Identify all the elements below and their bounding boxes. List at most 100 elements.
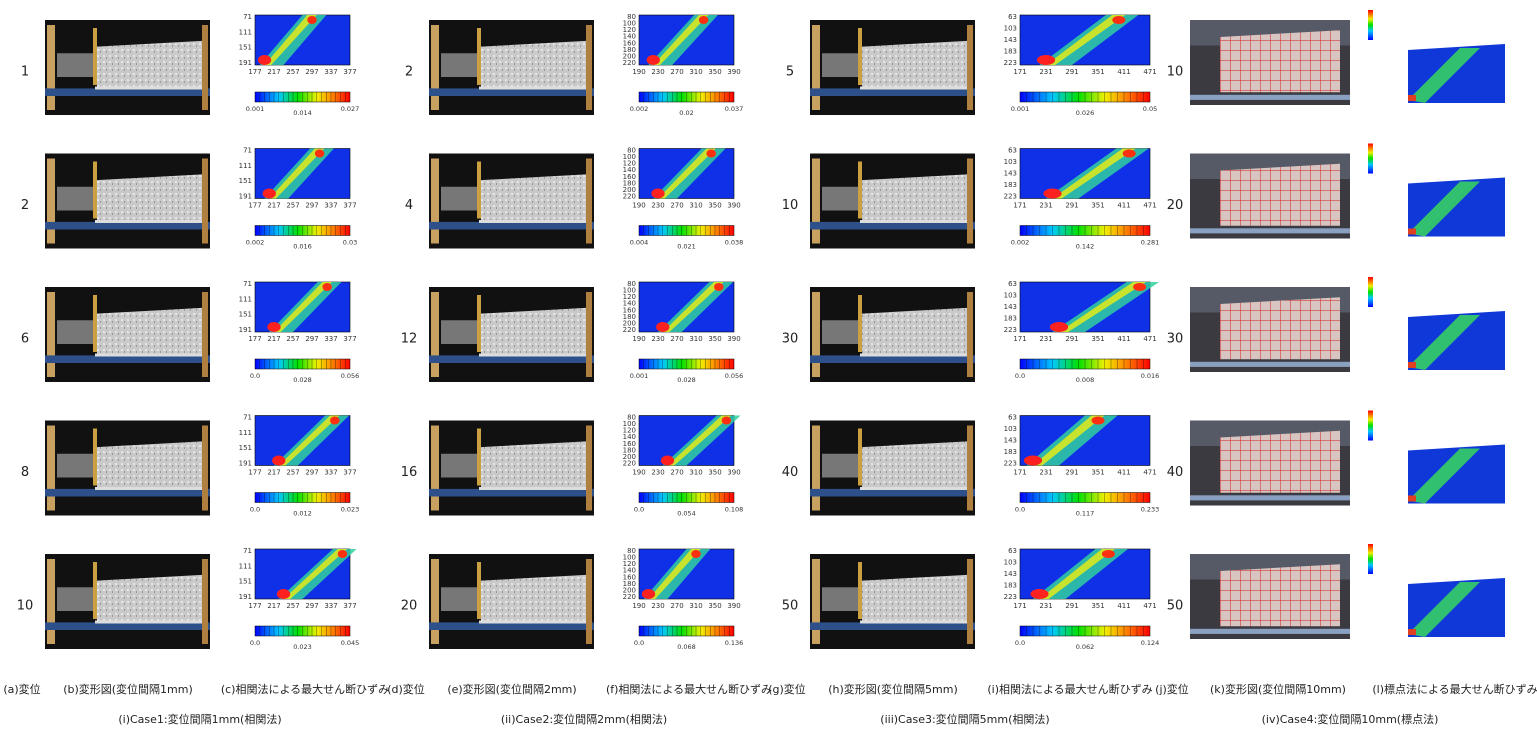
strain-map — [1408, 445, 1505, 504]
frame-right — [202, 426, 208, 511]
mechanism — [822, 187, 858, 211]
mechanism — [822, 320, 858, 344]
loading-plate — [858, 429, 862, 486]
loading-plate — [477, 429, 481, 486]
colorbar-min: 0.002 — [1011, 239, 1030, 247]
x-tick-label: 351 — [1091, 469, 1104, 477]
base-bar — [810, 355, 975, 363]
y-tick-label: 143 — [1004, 303, 1017, 311]
strain-map — [255, 149, 350, 199]
colorbar-mid: 0.026 — [1076, 109, 1095, 117]
base-bar — [45, 88, 210, 96]
x-tick-label: 411 — [1117, 469, 1130, 477]
frame-right — [586, 159, 592, 244]
x-tick-label: 390 — [727, 335, 740, 343]
specimen-photo — [45, 554, 210, 649]
y-tick-label: 220 — [623, 460, 636, 468]
mechanism — [57, 454, 93, 478]
displacement: 1 — [21, 65, 29, 80]
ruler — [479, 621, 586, 624]
y-tick-label: 111 — [239, 28, 252, 36]
y-tick-label: 63 — [1008, 147, 1017, 155]
strain-map — [1408, 578, 1505, 637]
y-tick-label: 111 — [239, 562, 252, 570]
y-tick-label: 151 — [239, 578, 252, 586]
y-tick-label: 191 — [239, 460, 252, 468]
y-tick-label: 103 — [1004, 425, 1017, 433]
ruler — [479, 220, 586, 223]
hot-spot — [1030, 589, 1048, 599]
x-tick-label: 171 — [1013, 335, 1026, 343]
soil — [481, 441, 586, 487]
x-tick-label: 217 — [267, 335, 280, 343]
hot-spot — [1102, 550, 1115, 558]
colorbar-mid: 0.008 — [1076, 376, 1095, 384]
y-tick-label: 191 — [239, 193, 252, 201]
figure: 1711111511911772172572973373770.0010.014… — [0, 0, 1537, 733]
x-tick-label: 471 — [1143, 469, 1156, 477]
y-tick-label: 223 — [1004, 59, 1017, 67]
colorbar-max: 0.023 — [341, 506, 360, 514]
hot-spot — [322, 283, 332, 291]
displacement: 10 — [1167, 65, 1184, 80]
mechanism — [441, 53, 477, 77]
legend-bar — [1368, 277, 1373, 307]
strain-map — [1020, 149, 1150, 199]
y-tick-label: 191 — [239, 593, 252, 601]
hot-spot — [651, 189, 664, 199]
x-tick-label: 337 — [324, 469, 337, 477]
colorbar-max: 0.037 — [725, 105, 744, 113]
ruler — [479, 354, 586, 357]
y-tick-label: 223 — [1004, 326, 1017, 334]
base-bar — [810, 622, 975, 630]
x-tick-label: 390 — [727, 469, 740, 477]
displacement: 40 — [782, 465, 799, 480]
strain-map — [1020, 549, 1150, 599]
colorbar-max: 0.038 — [725, 239, 744, 247]
mechanism — [441, 187, 477, 211]
x-tick-label: 377 — [343, 202, 356, 210]
frame-right — [586, 559, 592, 644]
colorbar-min: 0.0 — [250, 639, 260, 647]
x-tick-label: 217 — [267, 602, 280, 610]
frame-left — [812, 292, 820, 377]
x-tick-label: 411 — [1117, 68, 1130, 76]
soil — [862, 308, 967, 354]
displacement: 8 — [21, 465, 29, 480]
displacement: 50 — [1167, 599, 1184, 614]
colorbar-min: 0.002 — [630, 105, 649, 113]
colorbar-max: 0.108 — [725, 506, 744, 514]
displacement: 5 — [786, 65, 794, 80]
hot-spot — [1133, 283, 1146, 291]
strain-map — [639, 15, 734, 65]
colorbar-min: 0.0 — [250, 372, 260, 380]
x-tick-label: 217 — [267, 202, 280, 210]
x-tick-label: 270 — [670, 602, 683, 610]
x-tick-label: 190 — [632, 335, 645, 343]
soil — [481, 174, 586, 220]
x-tick-label: 337 — [324, 602, 337, 610]
strain-map — [639, 282, 734, 332]
base-bar — [45, 622, 210, 630]
hot-spot — [647, 55, 660, 65]
loading-plate — [93, 28, 97, 85]
frame-left — [47, 292, 55, 377]
hot-spot — [307, 16, 317, 24]
hot-spot — [330, 417, 340, 425]
scale-bar — [1190, 362, 1350, 367]
base-bar — [45, 355, 210, 363]
frame-left — [47, 25, 55, 110]
x-tick-label: 171 — [1013, 602, 1026, 610]
specimen-photo — [1190, 154, 1350, 239]
x-tick-label: 297 — [305, 68, 318, 76]
x-tick-label: 377 — [343, 335, 356, 343]
deformed-grid — [1220, 297, 1340, 359]
column-header: (a)変位 — [3, 682, 40, 696]
ruler — [860, 220, 967, 223]
hot-spot — [1408, 496, 1416, 502]
specimen-photo — [429, 154, 594, 249]
frame-left — [812, 25, 820, 110]
y-tick-label: 223 — [1004, 193, 1017, 201]
specimen-photo — [810, 154, 975, 249]
colorbar-max: 0.03 — [343, 239, 357, 247]
